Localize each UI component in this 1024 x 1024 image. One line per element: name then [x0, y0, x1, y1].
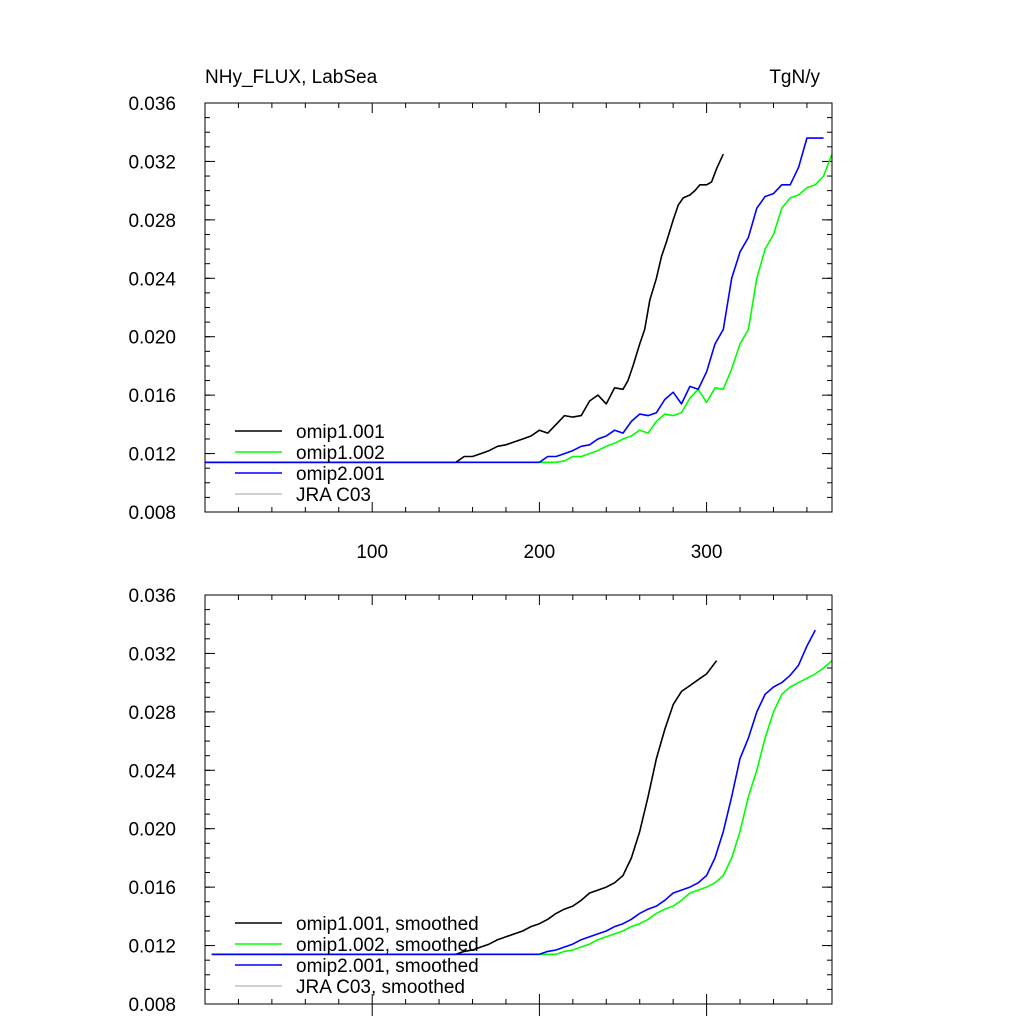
x-tick-label: 200 [524, 542, 556, 563]
y-tick-label: 0.032 [128, 644, 176, 665]
legend-label: omip1.002, smoothed [296, 935, 479, 956]
series-line-omip1-001-smoothed [211, 660, 718, 956]
plot-frame [204, 594, 833, 1005]
x-tick-label: 300 [691, 542, 723, 563]
y-tick-label: 0.008 [128, 503, 176, 524]
legend-label: JRA C03 [296, 485, 371, 506]
series-line-omip2-001 [205, 137, 824, 464]
legend-label: omip1.001, smoothed [296, 914, 479, 935]
x-tick-label: 100 [356, 542, 388, 563]
series-line-omip2-001-smoothed [211, 629, 817, 956]
y-tick-label: 0.012 [128, 445, 176, 466]
y-tick-label: 0.032 [128, 152, 176, 173]
y-tick-label: 0.028 [128, 703, 176, 724]
chart-panel-2: 0.008 0.012 0.016 0.020 0.024 0.028 0.032 0.036… [128, 586, 833, 1016]
plot-frame [204, 102, 833, 513]
y-tick-label: 0.020 [128, 328, 176, 349]
legend-label: JRA C03, smoothed [296, 977, 465, 998]
y-tick-label: 0.016 [128, 878, 176, 899]
y-tick-label: 0.008 [128, 995, 176, 1016]
series-group [205, 137, 832, 464]
chart-panel-1: 0.008 0.012 0.016 0.020 0.024 0.028 0.032 0.036… [128, 67, 833, 563]
y-tick-label: 0.012 [128, 937, 176, 958]
y-tick-label: 0.016 [128, 386, 176, 407]
y-tick-label: 0.020 [128, 820, 176, 841]
legend-label: omip2.001, smoothed [296, 956, 479, 977]
legend-label: omip1.002 [296, 443, 385, 464]
y-tick-label: 0.024 [128, 761, 176, 782]
series-line-omip1-002 [205, 153, 832, 464]
y-tick-label: 0.036 [128, 586, 176, 607]
legend-label: omip2.001 [296, 464, 385, 485]
y-tick-label: 0.036 [128, 94, 176, 115]
y-tick-label: 0.024 [128, 269, 176, 290]
legend-label: omip1.001 [296, 422, 385, 443]
series-line-omip1-001 [205, 153, 725, 464]
y-tick-label: 0.028 [128, 211, 176, 232]
series-group [211, 629, 832, 956]
series-line-omip1-002-smoothed [211, 660, 832, 956]
panel-title-right: TgN/y [769, 67, 820, 88]
panel-title-left: NHy_FLUX, LabSea [205, 67, 378, 88]
